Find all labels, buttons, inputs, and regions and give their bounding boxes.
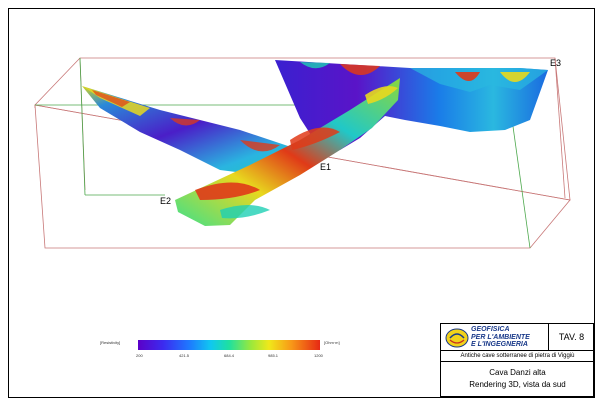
color-scale-bar [138,340,320,350]
section-e2 [175,78,400,226]
label-e1: E1 [320,162,332,172]
label-e3: E3 [550,58,562,68]
section-e1 [82,86,320,175]
company-name-line1: GEOFISICA [471,326,510,333]
drawing-title: Cava Danzi alta [489,368,546,377]
sheet-number: TAV. 8 [549,324,594,351]
project-subtitle: Antiche cave sotterranee di pietra di Vi… [441,351,594,362]
company-name-line2: PER L'AMBIENTE [471,333,530,341]
legend-left-label: [Resistivity] [100,340,121,345]
company-logo-cell: GEOFISICA PER L'AMBIENTE E L'INGEGNERIA [441,324,549,351]
legend-tick: 985.1 [268,353,279,358]
legend-tick: 1200 [314,353,323,358]
legend-tick: 421.5 [179,353,190,358]
legend-tick: 684.4 [224,353,235,358]
company-name: GEOFISICA PER L'AMBIENTE E L'INGEGNERIA [471,326,530,349]
legend-tick: 200 [136,353,143,358]
label-e2: E2 [160,196,172,206]
legend-right-label: [Ohm·m] [324,340,340,345]
title-block: GEOFISICA PER L'AMBIENTE E L'INGEGNERIA … [440,323,594,397]
drawing-frame [8,8,595,398]
drawing-subtitle: Rendering 3D, vista da sud [469,380,566,389]
company-logo-icon [445,328,469,348]
color-scale-legend: [Resistivity] [Ohm·m] 200 421.5 684.4 98… [100,336,360,364]
company-name-line3: E L'INGEGNERIA [471,341,528,348]
